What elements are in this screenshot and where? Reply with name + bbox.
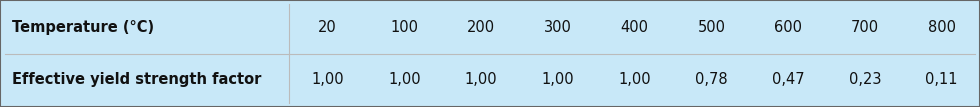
Text: 1,00: 1,00 — [312, 72, 344, 87]
Text: 700: 700 — [851, 20, 879, 35]
Text: Effective yield strength factor: Effective yield strength factor — [12, 72, 261, 87]
Text: 1,00: 1,00 — [618, 72, 651, 87]
Text: 500: 500 — [698, 20, 725, 35]
Text: 0,11: 0,11 — [925, 72, 957, 87]
Text: 1,00: 1,00 — [542, 72, 574, 87]
Text: 0,23: 0,23 — [849, 72, 881, 87]
Text: 100: 100 — [390, 20, 418, 35]
Text: 200: 200 — [466, 20, 495, 35]
Text: 20: 20 — [318, 20, 337, 35]
Text: 800: 800 — [928, 20, 956, 35]
Text: Temperature (°C): Temperature (°C) — [12, 20, 154, 35]
Text: 600: 600 — [774, 20, 802, 35]
Text: 400: 400 — [620, 20, 649, 35]
Text: 1,00: 1,00 — [388, 72, 420, 87]
Text: 1,00: 1,00 — [465, 72, 497, 87]
Text: 0,78: 0,78 — [695, 72, 727, 87]
Text: 300: 300 — [544, 20, 571, 35]
Text: 0,47: 0,47 — [772, 72, 805, 87]
